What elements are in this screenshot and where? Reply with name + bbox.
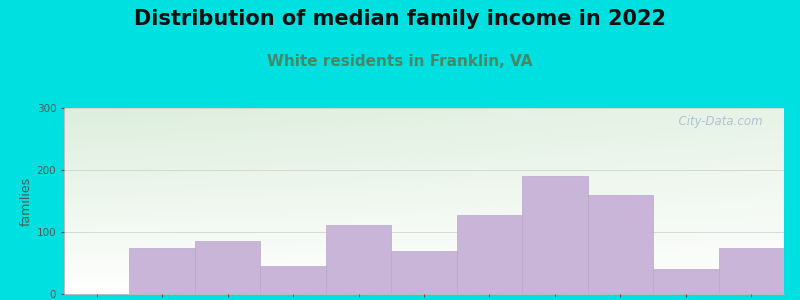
Text: City-Data.com: City-Data.com bbox=[670, 116, 762, 128]
Bar bbox=[653, 269, 718, 294]
Bar bbox=[195, 241, 260, 294]
Y-axis label: families: families bbox=[19, 176, 33, 226]
Text: Distribution of median family income in 2022: Distribution of median family income in … bbox=[134, 9, 666, 29]
Bar bbox=[260, 266, 326, 294]
Bar bbox=[391, 250, 457, 294]
Bar bbox=[718, 248, 784, 294]
Text: White residents in Franklin, VA: White residents in Franklin, VA bbox=[267, 54, 533, 69]
Bar bbox=[326, 225, 391, 294]
Bar bbox=[457, 214, 522, 294]
Bar bbox=[588, 195, 653, 294]
Bar bbox=[522, 176, 588, 294]
Bar bbox=[130, 248, 195, 294]
